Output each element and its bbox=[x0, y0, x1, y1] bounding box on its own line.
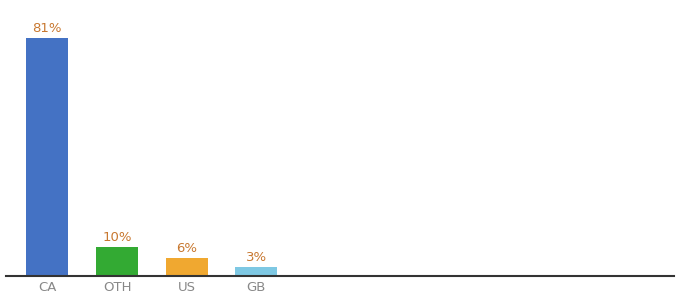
Text: 3%: 3% bbox=[246, 251, 267, 264]
Text: 6%: 6% bbox=[176, 242, 197, 255]
Text: 10%: 10% bbox=[102, 231, 132, 244]
Text: 81%: 81% bbox=[33, 22, 62, 35]
Bar bbox=[235, 267, 277, 276]
Bar bbox=[166, 258, 207, 276]
Bar bbox=[27, 38, 68, 276]
Bar bbox=[96, 247, 138, 276]
